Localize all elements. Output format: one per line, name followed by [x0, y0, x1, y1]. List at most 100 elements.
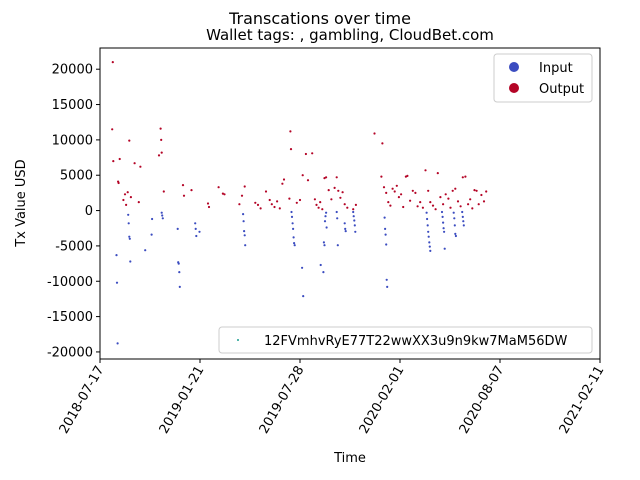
input-point	[462, 220, 465, 223]
output-point	[298, 198, 302, 202]
input-point	[178, 285, 181, 288]
output-point	[162, 190, 165, 193]
output-point	[217, 186, 220, 189]
input-point	[325, 211, 328, 214]
output-point	[223, 193, 226, 196]
input-point	[115, 254, 118, 257]
output-point	[306, 179, 310, 182]
input-point	[336, 244, 339, 247]
x-axis: 2018-07-17 2019-01-21 2019-07-28 2020-02-01…	[57, 359, 608, 437]
output-point	[256, 203, 260, 206]
input-point	[461, 215, 464, 218]
input-point	[161, 214, 164, 217]
output-point	[159, 127, 162, 130]
output-point	[206, 202, 210, 205]
input-point	[353, 224, 356, 227]
output-point	[416, 205, 419, 208]
output-point	[456, 200, 460, 203]
output-point	[325, 176, 328, 179]
output-point	[282, 178, 286, 181]
y-tick-label: -10000	[47, 275, 93, 290]
y-tick-label: 5000	[60, 169, 93, 184]
input-point	[242, 213, 245, 216]
output-point	[475, 189, 478, 192]
output-point	[240, 194, 244, 197]
input-point	[386, 285, 389, 288]
input-point	[301, 266, 304, 269]
input-point	[293, 244, 296, 247]
input-point	[128, 237, 131, 240]
legend-address-box	[218, 326, 593, 354]
input-point	[128, 235, 131, 238]
input-point	[322, 271, 325, 274]
output-point	[268, 198, 271, 202]
output-point	[480, 193, 483, 197]
output-point	[477, 203, 480, 206]
output-point	[273, 205, 276, 209]
output-point	[382, 186, 386, 189]
input-point	[353, 219, 356, 222]
input-point	[352, 210, 355, 214]
input-point	[454, 232, 457, 235]
output-point	[327, 189, 330, 192]
output-point	[421, 206, 424, 209]
input-point	[383, 216, 386, 219]
output-point	[207, 205, 211, 209]
output-point	[373, 132, 376, 135]
output-point	[123, 193, 127, 196]
input-point	[323, 244, 326, 247]
input-point	[177, 262, 180, 265]
output-point	[281, 182, 284, 185]
input-point	[428, 241, 431, 244]
input-point	[115, 281, 119, 284]
input-point	[161, 217, 164, 220]
input-point	[426, 224, 429, 227]
output-point	[439, 196, 442, 199]
output-point	[129, 196, 132, 199]
input-point	[243, 230, 246, 233]
y-tick-label: 15000	[52, 98, 93, 113]
output-point	[139, 165, 142, 168]
input-point	[443, 230, 446, 233]
output-point	[380, 175, 383, 178]
output-point	[341, 191, 344, 194]
output-point	[111, 128, 114, 131]
y-axis-label: Tx Value USD	[14, 159, 29, 247]
input-point	[291, 222, 294, 225]
input-point	[319, 263, 322, 267]
input-point	[352, 215, 355, 218]
output-point	[467, 203, 470, 206]
output-point	[128, 139, 131, 142]
input-point	[302, 295, 305, 298]
input-point	[344, 230, 347, 233]
input-point	[244, 244, 247, 247]
y-tick-label: -20000	[47, 345, 93, 360]
output-point	[182, 194, 186, 197]
output-point	[276, 200, 279, 203]
output-point	[125, 203, 128, 206]
output-point	[321, 208, 324, 211]
input-point	[344, 227, 347, 230]
output-point	[317, 206, 320, 209]
input-point	[290, 210, 293, 214]
output-point	[330, 198, 333, 201]
output-point	[301, 174, 304, 177]
output-point	[304, 152, 307, 156]
input-point	[343, 222, 346, 225]
x-tick-label: 2021-02-11	[557, 364, 608, 437]
y-tick-label: -5000	[55, 239, 93, 254]
output-point	[288, 197, 291, 200]
input-point	[462, 224, 465, 227]
input-point	[452, 211, 455, 214]
y-tick-label: 10000	[52, 133, 93, 148]
input-point	[453, 224, 456, 227]
input-point	[194, 222, 197, 225]
output-point	[459, 205, 462, 208]
output-point	[385, 191, 388, 194]
output-point	[270, 203, 273, 206]
input-point	[442, 227, 445, 230]
output-point	[436, 172, 439, 175]
output-point	[346, 206, 349, 209]
output-point	[424, 169, 427, 172]
x-axis-label: Time	[333, 451, 366, 466]
